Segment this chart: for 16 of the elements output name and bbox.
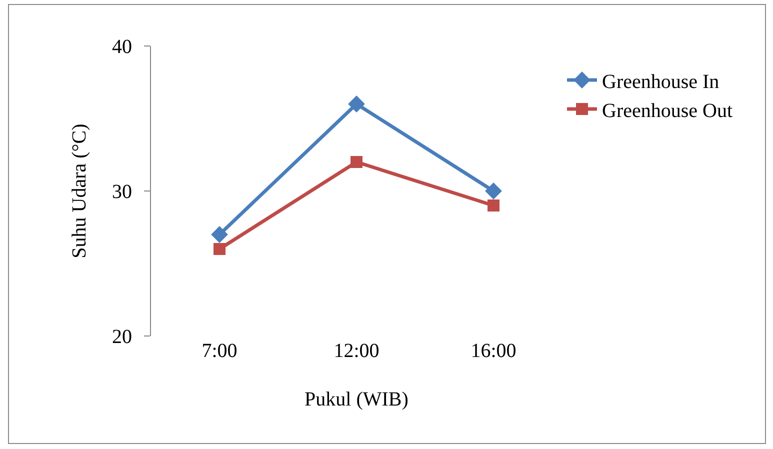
point <box>350 156 362 168</box>
legend-label: Greenhouse In <box>602 70 720 93</box>
y-tick-label: 30 <box>112 181 132 203</box>
legend-label: Greenhouse Out <box>602 100 733 122</box>
point <box>211 226 228 243</box>
x-tick-label: 16:00 <box>470 340 516 362</box>
point <box>214 243 226 255</box>
x-tick-label: 7:00 <box>202 340 238 362</box>
y-tick-label: 20 <box>112 326 132 348</box>
point <box>485 182 502 200</box>
x-tick-label: 12:00 <box>334 340 380 362</box>
y-axis-title: Suhu Udara (°C) <box>68 124 90 258</box>
y-tick-label: 40 <box>112 36 132 58</box>
point <box>488 200 500 212</box>
x-axis-title: Pukul (WIB) <box>304 388 408 410</box>
point <box>348 96 365 112</box>
